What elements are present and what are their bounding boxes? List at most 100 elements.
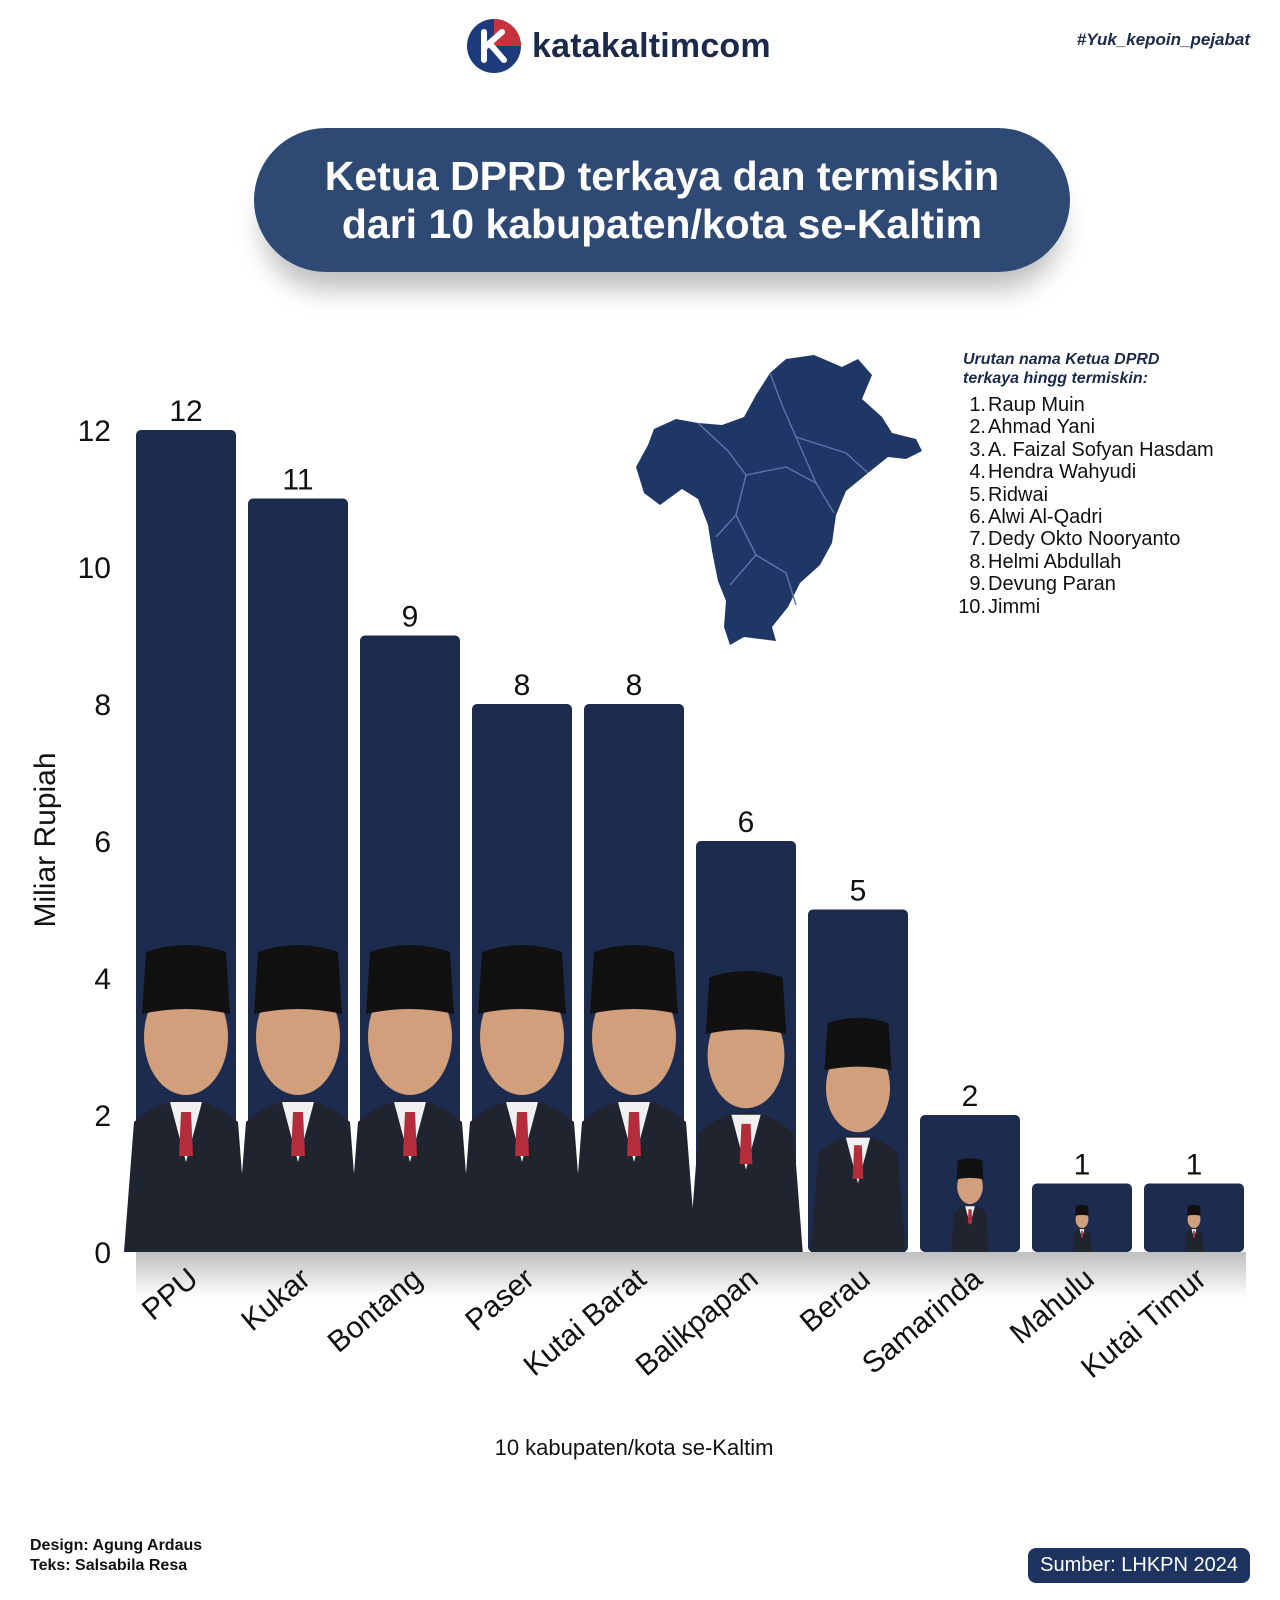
legend-item-number: 4.	[969, 461, 986, 484]
legend-item-number: 3.	[969, 438, 986, 461]
person-body	[1072, 1228, 1092, 1252]
person-peci-hat	[366, 945, 454, 1014]
legend-item-number: 10.	[958, 595, 986, 618]
legend-item-number: 6.	[969, 506, 986, 529]
person-body	[348, 1099, 472, 1252]
legend-item: 10. Jimmi	[955, 596, 1255, 618]
bar-value-label: 2	[962, 1080, 979, 1113]
legend-item: 2. Ahmad Yani	[955, 416, 1255, 438]
person-tie	[1080, 1230, 1084, 1238]
legend-list: 1. Raup Muin 2. Ahmad Yani 3. A. Faizal Sof…	[955, 394, 1255, 618]
y-axis-ticks: 0 2 4 6 8 10 12	[78, 415, 111, 1270]
chart-title-line-2: dari 10 kabupaten/kota se-Kaltim	[341, 201, 983, 247]
y-tick-label: 0	[94, 1237, 111, 1270]
person-tie	[291, 1112, 305, 1156]
legend-item-label: Helmi Abdullah	[988, 550, 1122, 573]
person-portrait	[1072, 1205, 1092, 1252]
design-credit: Design: Agung Ardaus	[30, 1537, 203, 1554]
legend-item-number: 8.	[969, 550, 986, 573]
person-portrait	[460, 945, 584, 1252]
legend-item-label: Jimmi	[988, 595, 1041, 618]
person-body	[951, 1205, 989, 1252]
person-peci-hat	[478, 945, 566, 1014]
bar-value-label: 1	[1074, 1149, 1091, 1182]
brand-logo: katakaltimcom	[466, 18, 771, 74]
bar-value-label: 8	[626, 669, 643, 702]
person-peci-hat	[1187, 1205, 1201, 1216]
chart-title-line-1: Ketua DPRD terkaya dan termiskin	[324, 153, 1000, 199]
credits: Design: Agung Ardaus Teks: Salsabila Res…	[30, 1536, 202, 1576]
bar-value-label: 6	[738, 806, 755, 839]
bar	[360, 635, 460, 1252]
bar-value-label: 8	[514, 669, 531, 702]
legend-item-number: 9.	[969, 573, 986, 596]
legend-item: 7. Dedy Okto Nooryanto	[955, 528, 1255, 550]
person-body	[1184, 1228, 1204, 1252]
person-body	[124, 1099, 248, 1252]
y-tick-label: 2	[94, 1100, 111, 1133]
person-tie	[852, 1145, 864, 1179]
y-tick-label: 4	[94, 963, 111, 996]
legend-title-line-1: Urutan nama Ketua DPRD	[963, 351, 1160, 368]
legend-item: 3. A. Faizal Sofyan Hasdam	[955, 439, 1255, 461]
legend-title: Urutan nama Ketua DPRD terkaya hingg ter…	[963, 350, 1255, 388]
person-peci-hat	[142, 945, 230, 1014]
bar-value-label: 1	[1186, 1149, 1203, 1182]
title-banner: Ketua DPRD terkaya dan termiskin dari 10…	[254, 128, 1070, 272]
legend-item: 5. Ridwai	[955, 484, 1255, 506]
legend-item-number: 5.	[969, 483, 986, 506]
person-tie	[515, 1112, 529, 1156]
legend-item-number: 7.	[969, 528, 986, 551]
person-tie	[627, 1112, 641, 1156]
person-peci-hat	[824, 1017, 892, 1071]
person-portrait	[236, 945, 360, 1252]
legend-item-label: Raup Muin	[988, 394, 1085, 416]
bar-value-label: 5	[850, 875, 867, 908]
person-portrait	[1184, 1205, 1204, 1252]
person-body	[689, 1112, 803, 1252]
legend-item-label: Alwi Al-Qadri	[988, 506, 1103, 529]
legend-item: 6. Alwi Al-Qadri	[955, 506, 1255, 528]
legend-item-label: Ridwai	[988, 483, 1049, 506]
people-silhouettes	[124, 945, 1204, 1252]
k-logo-icon	[467, 19, 521, 73]
person-portrait	[572, 945, 696, 1252]
y-axis-label: Miliar Rupiah	[29, 752, 62, 927]
text-credit: Teks: Salsabila Resa	[30, 1557, 188, 1574]
y-tick-label: 10	[78, 552, 111, 585]
person-portrait	[124, 945, 248, 1252]
person-tie	[179, 1112, 193, 1156]
legend-item-number: 1.	[969, 394, 986, 416]
bar-value-label: 12	[169, 395, 202, 428]
person-body	[810, 1135, 906, 1252]
legend-item-label: Devung Paran	[988, 573, 1116, 596]
legend-item: 8. Helmi Abdullah	[955, 551, 1255, 573]
legend-title-line-2: terkaya hingg termiskin:	[963, 370, 1148, 387]
person-tie	[739, 1123, 753, 1165]
person-peci-hat	[590, 945, 678, 1014]
legend-item: 1. Raup Muin	[955, 394, 1255, 416]
person-portrait	[951, 1158, 989, 1252]
person-tie	[403, 1112, 417, 1156]
legend-item-number: 2.	[969, 416, 986, 439]
floor-shadow	[136, 1252, 1246, 1298]
legend-item-label: Hendra Wahyudi	[988, 461, 1137, 484]
legend-item-label: Dedy Okto Nooryanto	[988, 528, 1181, 551]
person-peci-hat	[1075, 1205, 1089, 1216]
bar-value-label: 9	[402, 601, 419, 634]
person-portrait	[689, 970, 803, 1252]
person-tie	[1192, 1230, 1196, 1238]
y-tick-label: 8	[94, 689, 111, 722]
person-portrait	[348, 945, 472, 1252]
legend-item: 9. Devung Paran	[955, 573, 1255, 595]
east-kalimantan-map-icon	[636, 355, 922, 645]
person-body	[572, 1099, 696, 1252]
person-body	[460, 1099, 584, 1252]
person-peci-hat	[705, 970, 787, 1035]
brand-name: katakaltimcom	[532, 26, 771, 65]
y-tick-label: 12	[78, 415, 111, 448]
person-body	[236, 1099, 360, 1252]
person-tie	[967, 1209, 973, 1223]
y-tick-label: 6	[94, 826, 111, 859]
